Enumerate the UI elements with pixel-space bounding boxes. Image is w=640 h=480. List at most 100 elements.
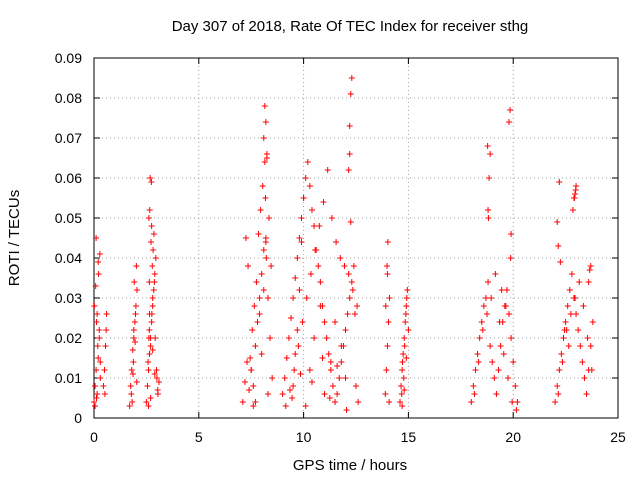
data-point bbox=[259, 183, 266, 189]
data-point bbox=[491, 375, 498, 381]
data-point bbox=[581, 375, 588, 381]
data-point bbox=[147, 343, 154, 349]
data-point bbox=[296, 287, 303, 293]
data-point bbox=[148, 179, 155, 185]
data-point bbox=[470, 383, 477, 389]
data-point bbox=[297, 371, 304, 377]
data-point bbox=[504, 375, 511, 381]
data-point bbox=[282, 403, 289, 409]
data-points bbox=[91, 75, 596, 413]
data-point bbox=[351, 311, 358, 317]
data-point bbox=[132, 339, 139, 345]
data-point bbox=[308, 207, 315, 213]
data-point bbox=[587, 263, 594, 269]
x-tick-label: 25 bbox=[610, 429, 626, 445]
data-point bbox=[382, 303, 389, 309]
data-point bbox=[260, 135, 267, 141]
data-point bbox=[555, 243, 562, 249]
data-point bbox=[325, 351, 332, 357]
y-tick-label: 0.01 bbox=[55, 370, 82, 386]
data-point bbox=[556, 367, 563, 373]
data-point bbox=[345, 167, 352, 173]
y-tick-label: 0.05 bbox=[55, 210, 82, 226]
data-point bbox=[403, 295, 410, 301]
data-point bbox=[91, 303, 98, 309]
data-point bbox=[94, 311, 101, 317]
data-point bbox=[254, 319, 261, 325]
data-point bbox=[468, 399, 475, 405]
data-point bbox=[344, 311, 351, 317]
data-point bbox=[342, 327, 349, 333]
data-point bbox=[269, 375, 276, 381]
y-tick-label: 0.08 bbox=[55, 90, 82, 106]
x-tick-label: 15 bbox=[401, 429, 417, 445]
data-point bbox=[580, 303, 587, 309]
data-point bbox=[95, 259, 102, 265]
data-point bbox=[296, 235, 303, 241]
data-point bbox=[93, 395, 100, 401]
data-point bbox=[96, 251, 103, 257]
data-point bbox=[92, 283, 99, 289]
data-point bbox=[398, 391, 405, 397]
data-point bbox=[253, 279, 260, 285]
data-point bbox=[584, 335, 591, 341]
data-point bbox=[334, 391, 341, 397]
x-tick-label: 20 bbox=[505, 429, 521, 445]
data-point bbox=[332, 399, 339, 405]
data-point bbox=[290, 295, 297, 301]
data-point bbox=[400, 351, 407, 357]
data-point bbox=[334, 363, 341, 369]
data-point bbox=[503, 287, 510, 293]
data-point bbox=[145, 215, 152, 221]
data-point bbox=[146, 279, 153, 285]
data-point bbox=[566, 287, 573, 293]
chart-title: Day 307 of 2018, Rate Of TEC Index for r… bbox=[172, 18, 529, 35]
data-point bbox=[299, 319, 306, 325]
data-point bbox=[245, 263, 252, 269]
data-point bbox=[312, 247, 319, 253]
data-point bbox=[401, 343, 408, 349]
data-point bbox=[150, 247, 157, 253]
data-point bbox=[346, 123, 353, 129]
y-tick-label: 0.06 bbox=[55, 170, 82, 186]
data-point bbox=[497, 343, 504, 349]
data-point bbox=[129, 371, 136, 377]
data-point bbox=[151, 271, 158, 277]
data-point bbox=[402, 319, 409, 325]
data-point bbox=[132, 311, 139, 317]
data-point bbox=[133, 263, 140, 269]
data-point bbox=[252, 399, 259, 405]
data-point bbox=[266, 215, 273, 221]
data-point bbox=[103, 311, 110, 317]
data-point bbox=[552, 399, 559, 405]
data-point bbox=[258, 351, 265, 357]
data-point bbox=[95, 355, 102, 361]
data-point bbox=[485, 207, 492, 213]
data-point bbox=[317, 303, 324, 309]
data-point bbox=[93, 235, 100, 241]
data-point bbox=[257, 207, 264, 213]
data-point bbox=[261, 103, 268, 109]
data-point bbox=[129, 347, 136, 353]
data-point bbox=[384, 263, 391, 269]
data-point bbox=[306, 367, 313, 373]
data-point bbox=[241, 379, 248, 385]
data-point bbox=[583, 391, 590, 397]
data-point bbox=[256, 311, 263, 317]
data-point bbox=[94, 343, 101, 349]
data-point bbox=[151, 371, 158, 377]
data-point bbox=[308, 379, 315, 385]
x-tick-label: 5 bbox=[195, 429, 203, 445]
data-point bbox=[507, 107, 514, 113]
data-point bbox=[589, 319, 596, 325]
data-point bbox=[128, 367, 135, 373]
data-point bbox=[485, 279, 492, 285]
data-point bbox=[304, 159, 311, 165]
data-point bbox=[577, 343, 584, 349]
data-point bbox=[319, 355, 326, 361]
data-point bbox=[475, 359, 482, 365]
data-point bbox=[562, 319, 569, 325]
data-point bbox=[349, 287, 356, 293]
data-point bbox=[285, 335, 292, 341]
data-point bbox=[260, 247, 267, 253]
